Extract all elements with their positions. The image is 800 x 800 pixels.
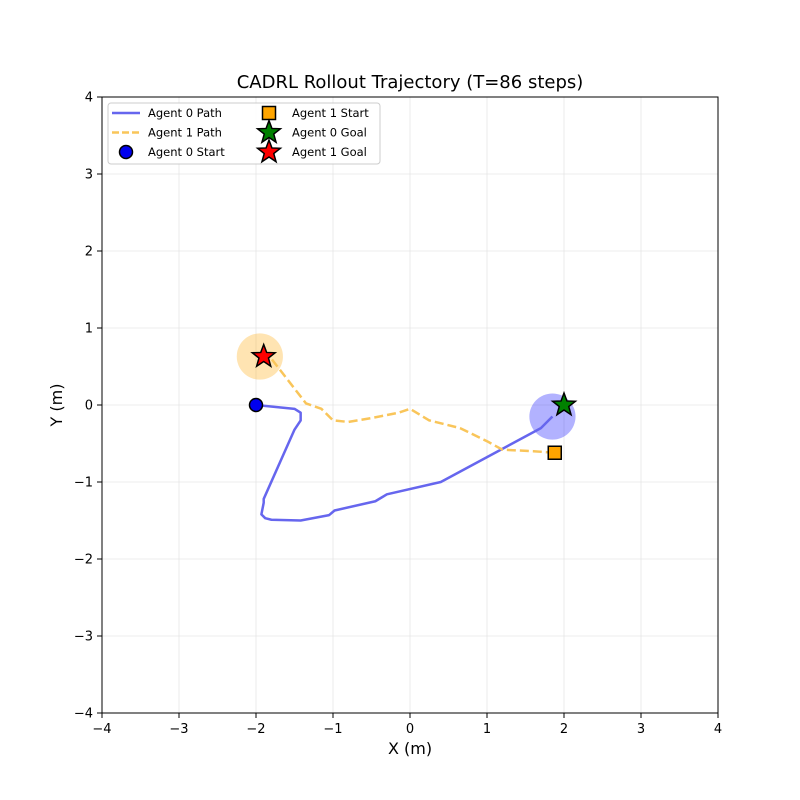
legend-marker	[255, 137, 283, 164]
y-tick-label: −1	[74, 476, 93, 491]
legend: Agent 0 Path Agent 1 Path Agent 0 Start Age…	[107, 102, 381, 165]
series-line	[259, 355, 555, 454]
legend-marker	[261, 105, 277, 121]
y-tick-label: 4	[85, 91, 93, 106]
y-tick-label: 2	[85, 245, 93, 260]
x-tick-label: 4	[714, 722, 722, 737]
x-axis-label: X (m)	[388, 739, 432, 758]
legend-label: Agent 1 Start	[292, 106, 369, 120]
legend-box	[107, 102, 381, 165]
y-tick-label: −4	[74, 707, 93, 722]
legend-label: Agent 0 Path	[148, 106, 222, 120]
x-tick-label: 3	[637, 722, 645, 737]
legend-marker	[255, 118, 283, 144]
marker-star	[550, 390, 578, 417]
grid	[101, 96, 719, 714]
x-tick-label: −3	[169, 722, 188, 737]
x-tick-label: 1	[483, 722, 491, 737]
marker-star	[250, 342, 278, 368]
agent-bodies	[236, 333, 576, 440]
ticks: −4 −3 −2 −1 0 1 2 3 4 −4 −3 −2 −1 0 1 2 3 4	[74, 91, 722, 738]
y-tick-label: −3	[74, 630, 93, 645]
y-tick-label: −2	[74, 553, 93, 568]
markers	[248, 342, 578, 460]
paths	[255, 355, 555, 522]
y-axis-label: Y (m)	[47, 384, 66, 428]
x-tick-label: −1	[323, 722, 342, 737]
legend-marker	[118, 144, 134, 160]
x-tick-label: 0	[406, 722, 414, 737]
x-tick-label: 2	[560, 722, 568, 737]
x-tick-label: −4	[92, 722, 111, 737]
y-tick-label: 0	[85, 399, 93, 414]
legend-label: Agent 1 Path	[148, 126, 222, 140]
y-tick-label: 1	[85, 322, 93, 337]
legend-label: Agent 0 Goal	[292, 126, 367, 140]
legend-label: Agent 1 Goal	[292, 145, 367, 159]
marker-square	[547, 445, 563, 460]
legend-label: Agent 0 Start	[148, 145, 225, 159]
series-line	[255, 403, 554, 522]
x-tick-label: −2	[246, 722, 265, 737]
chart-title: CADRL Rollout Trajectory (T=86 steps)	[237, 72, 584, 93]
y-tick-label: 3	[85, 168, 93, 183]
marker-circle	[248, 397, 264, 413]
